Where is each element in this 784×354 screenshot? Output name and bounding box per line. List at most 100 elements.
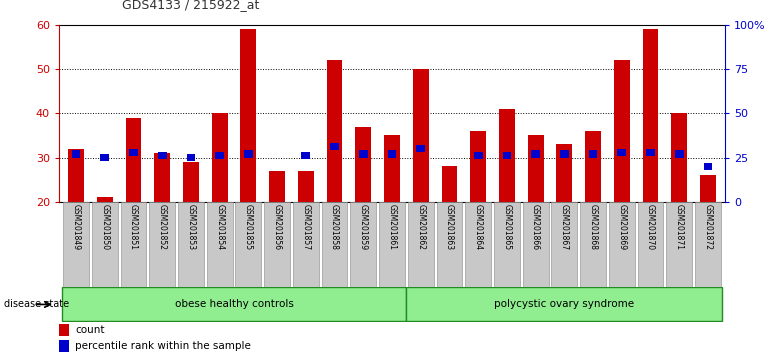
Bar: [355, 126, 371, 202]
Bar: [384, 135, 400, 202]
Bar: [557, 144, 572, 202]
Bar: [121, 202, 147, 287]
Bar: [59, 340, 69, 353]
Bar: [523, 202, 549, 287]
Bar: [235, 202, 261, 287]
Bar: [585, 131, 601, 202]
Bar: [330, 143, 339, 150]
Bar: [413, 69, 429, 202]
Text: GSM201856: GSM201856: [273, 204, 281, 250]
Bar: [618, 149, 626, 156]
Bar: [589, 150, 597, 158]
Bar: [609, 202, 635, 287]
Bar: [269, 171, 285, 202]
Bar: [178, 202, 204, 287]
Bar: [695, 202, 721, 287]
Text: GSM201854: GSM201854: [215, 204, 224, 250]
Bar: [387, 150, 397, 158]
Bar: [671, 113, 687, 202]
Bar: [359, 150, 368, 158]
Bar: [149, 202, 175, 287]
Bar: [580, 202, 606, 287]
Bar: [302, 152, 310, 159]
Text: polycystic ovary syndrome: polycystic ovary syndrome: [494, 299, 634, 309]
Bar: [503, 152, 511, 159]
Bar: [68, 149, 84, 202]
Bar: [703, 163, 713, 170]
Bar: [408, 202, 434, 287]
Bar: [241, 29, 256, 202]
Text: GSM201867: GSM201867: [560, 204, 569, 250]
Bar: [441, 166, 457, 202]
Text: GSM201872: GSM201872: [703, 204, 713, 250]
Bar: [158, 152, 166, 159]
Bar: [293, 202, 319, 287]
Bar: [207, 202, 233, 287]
Bar: [646, 149, 655, 156]
Bar: [551, 202, 577, 287]
Text: GSM201850: GSM201850: [100, 204, 109, 250]
Bar: [406, 287, 722, 321]
Text: GSM201857: GSM201857: [301, 204, 310, 250]
Bar: [379, 202, 405, 287]
Bar: [129, 149, 138, 156]
Bar: [437, 202, 463, 287]
Bar: [350, 202, 376, 287]
Bar: [298, 171, 314, 202]
Text: count: count: [75, 325, 105, 336]
Text: GSM201852: GSM201852: [158, 204, 167, 250]
Bar: [474, 152, 482, 159]
Text: disease state: disease state: [4, 299, 69, 309]
Text: GSM201861: GSM201861: [387, 204, 397, 250]
Text: GSM201849: GSM201849: [71, 204, 81, 250]
Bar: [244, 150, 252, 158]
Bar: [637, 202, 663, 287]
Text: GSM201859: GSM201859: [359, 204, 368, 250]
Bar: [59, 324, 69, 336]
Text: GSM201871: GSM201871: [675, 204, 684, 250]
Bar: [465, 202, 491, 287]
Text: GSM201866: GSM201866: [531, 204, 540, 250]
Bar: [321, 202, 347, 287]
Bar: [216, 152, 224, 159]
Text: GSM201870: GSM201870: [646, 204, 655, 250]
Text: GSM201853: GSM201853: [187, 204, 195, 250]
Bar: [614, 60, 630, 202]
Bar: [97, 197, 113, 202]
Text: GSM201865: GSM201865: [503, 204, 511, 250]
Bar: [62, 287, 406, 321]
Text: GSM201869: GSM201869: [617, 204, 626, 250]
Text: percentile rank within the sample: percentile rank within the sample: [75, 341, 252, 352]
Bar: [92, 202, 118, 287]
Bar: [183, 162, 199, 202]
Text: GSM201862: GSM201862: [416, 204, 425, 250]
Bar: [154, 153, 170, 202]
Text: GSM201855: GSM201855: [244, 204, 253, 250]
Bar: [700, 175, 716, 202]
Text: GSM201851: GSM201851: [129, 204, 138, 250]
Bar: [528, 135, 543, 202]
Bar: [264, 202, 290, 287]
Bar: [666, 202, 692, 287]
Bar: [494, 202, 520, 287]
Bar: [675, 150, 684, 158]
Text: GSM201868: GSM201868: [589, 204, 597, 250]
Text: GSM201864: GSM201864: [474, 204, 483, 250]
Bar: [499, 109, 515, 202]
Bar: [643, 29, 659, 202]
Text: obese healthy controls: obese healthy controls: [175, 299, 293, 309]
Text: GDS4133 / 215922_at: GDS4133 / 215922_at: [122, 0, 259, 11]
Bar: [560, 150, 568, 158]
Bar: [125, 118, 141, 202]
Bar: [416, 145, 425, 152]
Bar: [327, 60, 343, 202]
Bar: [63, 202, 89, 287]
Bar: [71, 150, 81, 158]
Bar: [470, 131, 486, 202]
Bar: [187, 154, 195, 161]
Text: GSM201858: GSM201858: [330, 204, 339, 250]
Bar: [212, 113, 227, 202]
Text: GSM201863: GSM201863: [445, 204, 454, 250]
Bar: [100, 154, 109, 161]
Bar: [532, 150, 540, 158]
